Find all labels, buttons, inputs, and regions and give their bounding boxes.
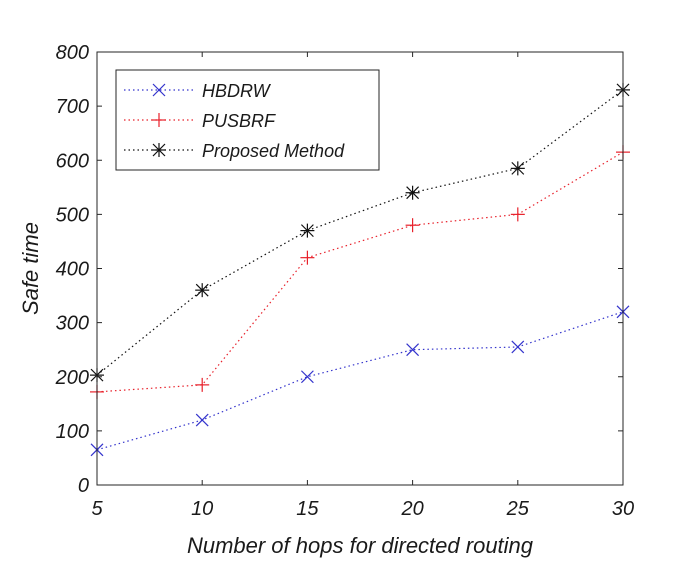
data-point-pusbrf: [300, 250, 315, 265]
data-point-hbdrw: [406, 343, 420, 357]
y-axis-label: Safe time: [18, 222, 43, 315]
x-axis-ticks: 5 10 15 20 25 30: [91, 52, 634, 520]
y-axis-ticks: 0 100 200 300 400 500 600 700 800: [55, 42, 623, 497]
data-point-hbdrw: [300, 370, 314, 384]
y-tick-label: 0: [78, 475, 89, 497]
legend: HBDRW PUSBRF Proposed Method: [115, 69, 380, 171]
data-point-hbdrw: [511, 340, 525, 354]
legend-marker: [152, 113, 166, 127]
legend-item-proposed-method: Proposed Method: [124, 141, 345, 161]
y-tick-label: 600: [56, 150, 89, 172]
x-tick-label: 5: [91, 498, 103, 520]
legend-item-hbdrw: HBDRW: [124, 81, 272, 101]
legend-marker: [152, 143, 166, 157]
x-tick-label: 10: [191, 498, 213, 520]
legend-label: Proposed Method: [202, 141, 345, 161]
data-point-proposed-method: [195, 283, 210, 298]
data-point-proposed-method: [405, 185, 420, 200]
y-tick-label: 800: [56, 42, 89, 64]
y-tick-label: 700: [56, 96, 89, 118]
legend-item-pusbrf: PUSBRF: [124, 111, 276, 131]
x-tick-label: 25: [506, 498, 530, 520]
y-tick-label: 100: [56, 421, 89, 443]
x-tick-label: 30: [612, 498, 634, 520]
y-tick-label: 500: [56, 204, 89, 226]
legend-label: HBDRW: [202, 81, 272, 101]
data-point-proposed-method: [300, 223, 315, 238]
y-tick-label: 200: [55, 367, 89, 389]
data-point-proposed-method: [510, 161, 525, 176]
data-point-pusbrf: [510, 207, 525, 222]
legend-label: PUSBRF: [202, 111, 276, 131]
x-tick-label: 20: [400, 498, 423, 520]
data-point-pusbrf: [195, 377, 210, 392]
x-axis-label: Number of hops for directed routing: [187, 533, 534, 558]
data-point-hbdrw: [195, 413, 209, 427]
series-line-proposed-method: [96, 89, 624, 376]
series-line-hbdrw: [96, 311, 624, 451]
y-tick-label: 400: [56, 259, 89, 281]
x-tick-label: 15: [296, 498, 319, 520]
data-point-pusbrf: [405, 218, 420, 233]
legend-marker: [152, 83, 166, 97]
y-tick-label: 300: [56, 313, 89, 335]
